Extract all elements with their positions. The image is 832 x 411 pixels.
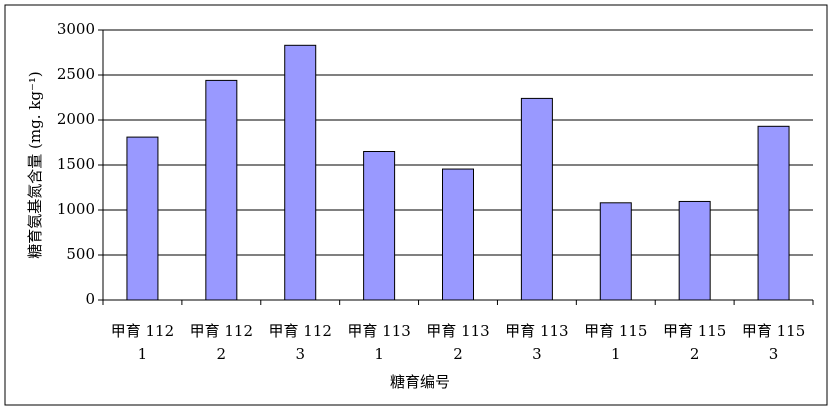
x-tick-label: 甲育 112	[190, 322, 253, 340]
bar	[363, 151, 396, 301]
x-tick-label: 2	[690, 345, 700, 363]
bar	[678, 200, 711, 301]
x-tick-label: 1	[138, 345, 148, 363]
x-tick-label: 3	[295, 345, 305, 363]
x-axis-label: 糖育编号	[390, 373, 450, 391]
y-tick-label: 1000	[57, 200, 95, 218]
x-tick-label: 2	[453, 345, 463, 363]
bar	[284, 44, 317, 301]
bar	[757, 125, 790, 301]
y-tick-label: 2000	[57, 110, 95, 128]
y-axis-label: 糖育氨基氮含量 (mg. kg⁻¹)	[26, 71, 44, 258]
x-tick-label: 甲育 112	[269, 322, 332, 340]
bar	[520, 97, 553, 301]
chart-border	[4, 4, 828, 406]
x-tick-label: 甲育 115	[663, 322, 726, 340]
x-tick-label: 2	[217, 345, 227, 363]
y-tick-label: 3000	[57, 20, 95, 38]
bar	[205, 79, 238, 301]
x-tick-label: 1	[611, 345, 621, 363]
bar	[442, 168, 474, 301]
x-tick-label: 甲育 113	[347, 322, 410, 340]
x-tick-label: 甲育 115	[742, 322, 805, 340]
bar	[599, 202, 632, 301]
y-tick-label: 1500	[57, 155, 95, 173]
y-tick-label: 500	[66, 245, 95, 263]
x-tick-label: 甲育 115	[584, 322, 647, 340]
x-tick-label: 3	[769, 345, 779, 363]
x-tick-label: 甲育 112	[111, 322, 174, 340]
x-tick-label: 3	[532, 345, 542, 363]
x-tick-label: 甲育 113	[505, 322, 568, 340]
bar	[126, 136, 159, 301]
y-tick-label: 2500	[57, 65, 95, 83]
y-tick-label: 0	[85, 290, 95, 308]
x-tick-label: 1	[374, 345, 384, 363]
x-tick-label: 甲育 113	[426, 322, 489, 340]
